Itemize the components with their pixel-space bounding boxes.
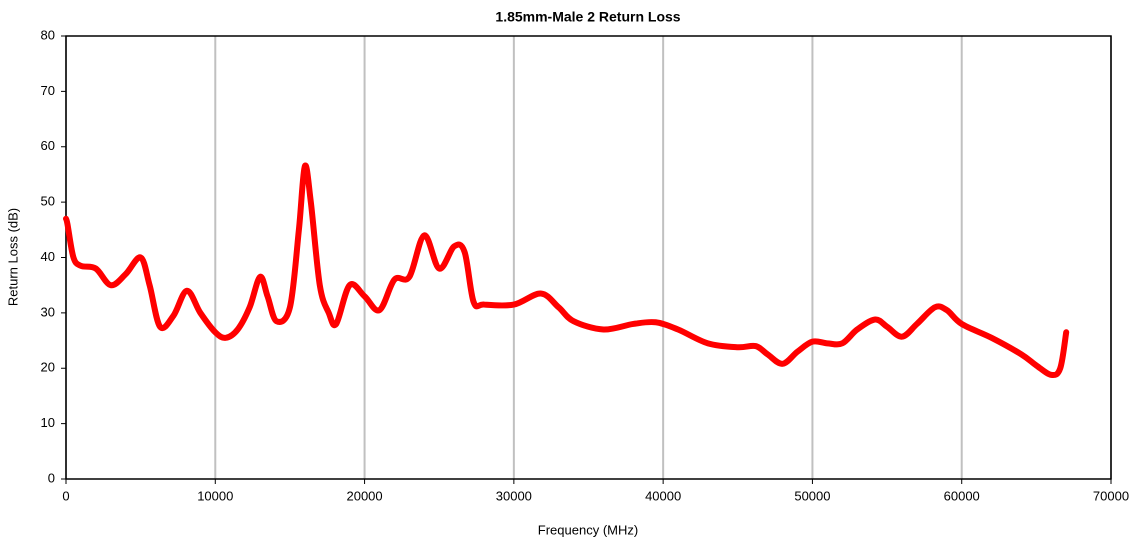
y-tick-label: 80 xyxy=(41,27,55,42)
x-tick-label: 60000 xyxy=(944,488,980,503)
y-tick-label: 30 xyxy=(41,304,55,319)
plot-border xyxy=(65,35,1112,480)
x-tick-label: 50000 xyxy=(794,488,830,503)
x-tick-label: 30000 xyxy=(496,488,532,503)
x-tick-label: 10000 xyxy=(197,488,233,503)
x-tick-label: 40000 xyxy=(645,488,681,503)
y-tick-label: 50 xyxy=(41,194,55,209)
data-line xyxy=(63,162,1070,379)
x-tick-label: 70000 xyxy=(1093,488,1129,503)
y-tick-label: 70 xyxy=(41,83,55,98)
y-tick-label: 40 xyxy=(41,249,55,264)
y-tick-label: 10 xyxy=(41,415,55,430)
y-tick-label: 60 xyxy=(41,138,55,153)
y-tick-label: 0 xyxy=(48,470,55,485)
chart-title: 1.85mm-Male 2 Return Loss xyxy=(495,9,680,25)
y-tick-label: 20 xyxy=(41,360,55,375)
x-tick-label: 20000 xyxy=(346,488,382,503)
x-tick-label: 0 xyxy=(62,488,69,503)
y-axis-label: Return Loss (dB) xyxy=(5,208,20,306)
x-axis-label: Frequency (MHz) xyxy=(538,522,638,537)
